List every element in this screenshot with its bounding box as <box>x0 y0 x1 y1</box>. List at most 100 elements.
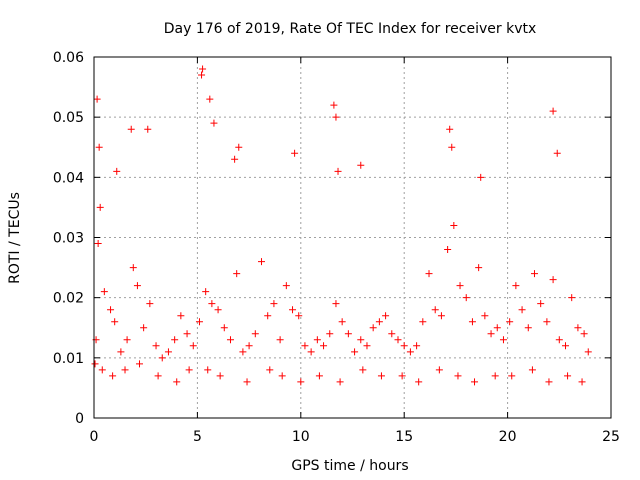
data-point <box>243 378 251 386</box>
data-point <box>398 372 406 380</box>
data-point <box>444 246 452 254</box>
data-point <box>164 348 172 356</box>
data-point <box>158 354 166 362</box>
data-point <box>266 366 274 374</box>
data-point <box>326 330 334 338</box>
data-point <box>359 366 367 374</box>
data-points <box>91 65 592 386</box>
data-point <box>171 336 179 344</box>
data-point <box>487 330 495 338</box>
y-tick-label: 0.05 <box>53 110 84 126</box>
data-point <box>394 336 402 344</box>
data-point <box>199 65 207 73</box>
data-point <box>220 324 228 332</box>
data-point <box>107 306 115 314</box>
data-point <box>419 318 427 326</box>
data-point <box>491 372 499 380</box>
data-point <box>117 348 125 356</box>
data-point <box>334 167 342 175</box>
data-point <box>369 324 377 332</box>
x-tick-label: 0 <box>90 429 99 445</box>
data-point <box>382 312 390 320</box>
data-point <box>195 318 203 326</box>
y-tick-label: 0.02 <box>53 291 84 307</box>
data-point <box>315 372 323 380</box>
data-point <box>204 366 212 374</box>
data-point <box>493 324 501 332</box>
data-point <box>121 366 129 374</box>
y-tick-label: 0 <box>75 411 84 427</box>
data-point <box>146 300 154 308</box>
data-point <box>413 342 421 350</box>
data-point <box>448 143 456 151</box>
data-point <box>93 95 101 103</box>
data-point <box>578 378 586 386</box>
x-tick-label: 5 <box>193 429 202 445</box>
data-point <box>499 336 507 344</box>
data-point <box>477 173 485 181</box>
data-point <box>320 342 328 350</box>
data-point <box>545 378 553 386</box>
data-point <box>235 143 243 151</box>
data-point <box>307 348 315 356</box>
data-point <box>549 107 557 115</box>
y-axis-label: ROTI / TECUs <box>7 192 23 284</box>
data-point <box>537 300 545 308</box>
data-point <box>363 342 371 350</box>
grid-lines <box>94 57 611 418</box>
data-point <box>100 288 108 296</box>
data-point <box>555 336 563 344</box>
data-point <box>233 270 241 278</box>
data-point <box>388 330 396 338</box>
data-point <box>185 366 193 374</box>
data-point <box>435 366 443 374</box>
y-tick-label: 0.04 <box>53 170 84 186</box>
data-point <box>264 312 272 320</box>
data-point <box>332 113 340 121</box>
data-point <box>208 300 216 308</box>
data-point <box>289 306 297 314</box>
data-point <box>481 312 489 320</box>
data-point <box>154 372 162 380</box>
data-point <box>454 372 462 380</box>
data-point <box>226 336 234 344</box>
data-point <box>198 71 206 79</box>
data-point <box>297 378 305 386</box>
data-point <box>338 318 346 326</box>
data-point <box>202 288 210 296</box>
plot-frame <box>93 56 612 419</box>
data-point <box>206 95 214 103</box>
data-point <box>152 342 160 350</box>
data-point <box>111 318 119 326</box>
data-point <box>462 294 470 302</box>
y-tick-label: 0.01 <box>53 351 84 367</box>
y-tick-label: 0.06 <box>53 50 84 66</box>
x-tick-label: 25 <box>602 429 620 445</box>
data-point <box>276 336 284 344</box>
data-point <box>475 264 483 272</box>
data-point <box>512 282 520 290</box>
data-point <box>508 372 516 380</box>
data-point <box>336 378 344 386</box>
data-point <box>344 330 352 338</box>
data-point <box>123 336 131 344</box>
data-point <box>357 161 365 169</box>
data-point <box>96 203 104 211</box>
data-point <box>313 336 321 344</box>
data-point <box>140 324 148 332</box>
data-point <box>183 330 191 338</box>
data-point <box>506 318 514 326</box>
data-point <box>377 372 385 380</box>
data-point <box>291 149 299 157</box>
data-point <box>258 258 266 266</box>
x-tick-label: 15 <box>395 429 413 445</box>
y-tick-label: 0.03 <box>53 231 84 247</box>
data-point <box>135 360 143 368</box>
data-point <box>553 149 561 157</box>
data-point <box>301 342 309 350</box>
data-point <box>109 372 117 380</box>
x-axis-ticks: 0 5 10 15 20 25 <box>90 57 620 445</box>
data-point <box>450 221 458 229</box>
data-point <box>471 378 479 386</box>
